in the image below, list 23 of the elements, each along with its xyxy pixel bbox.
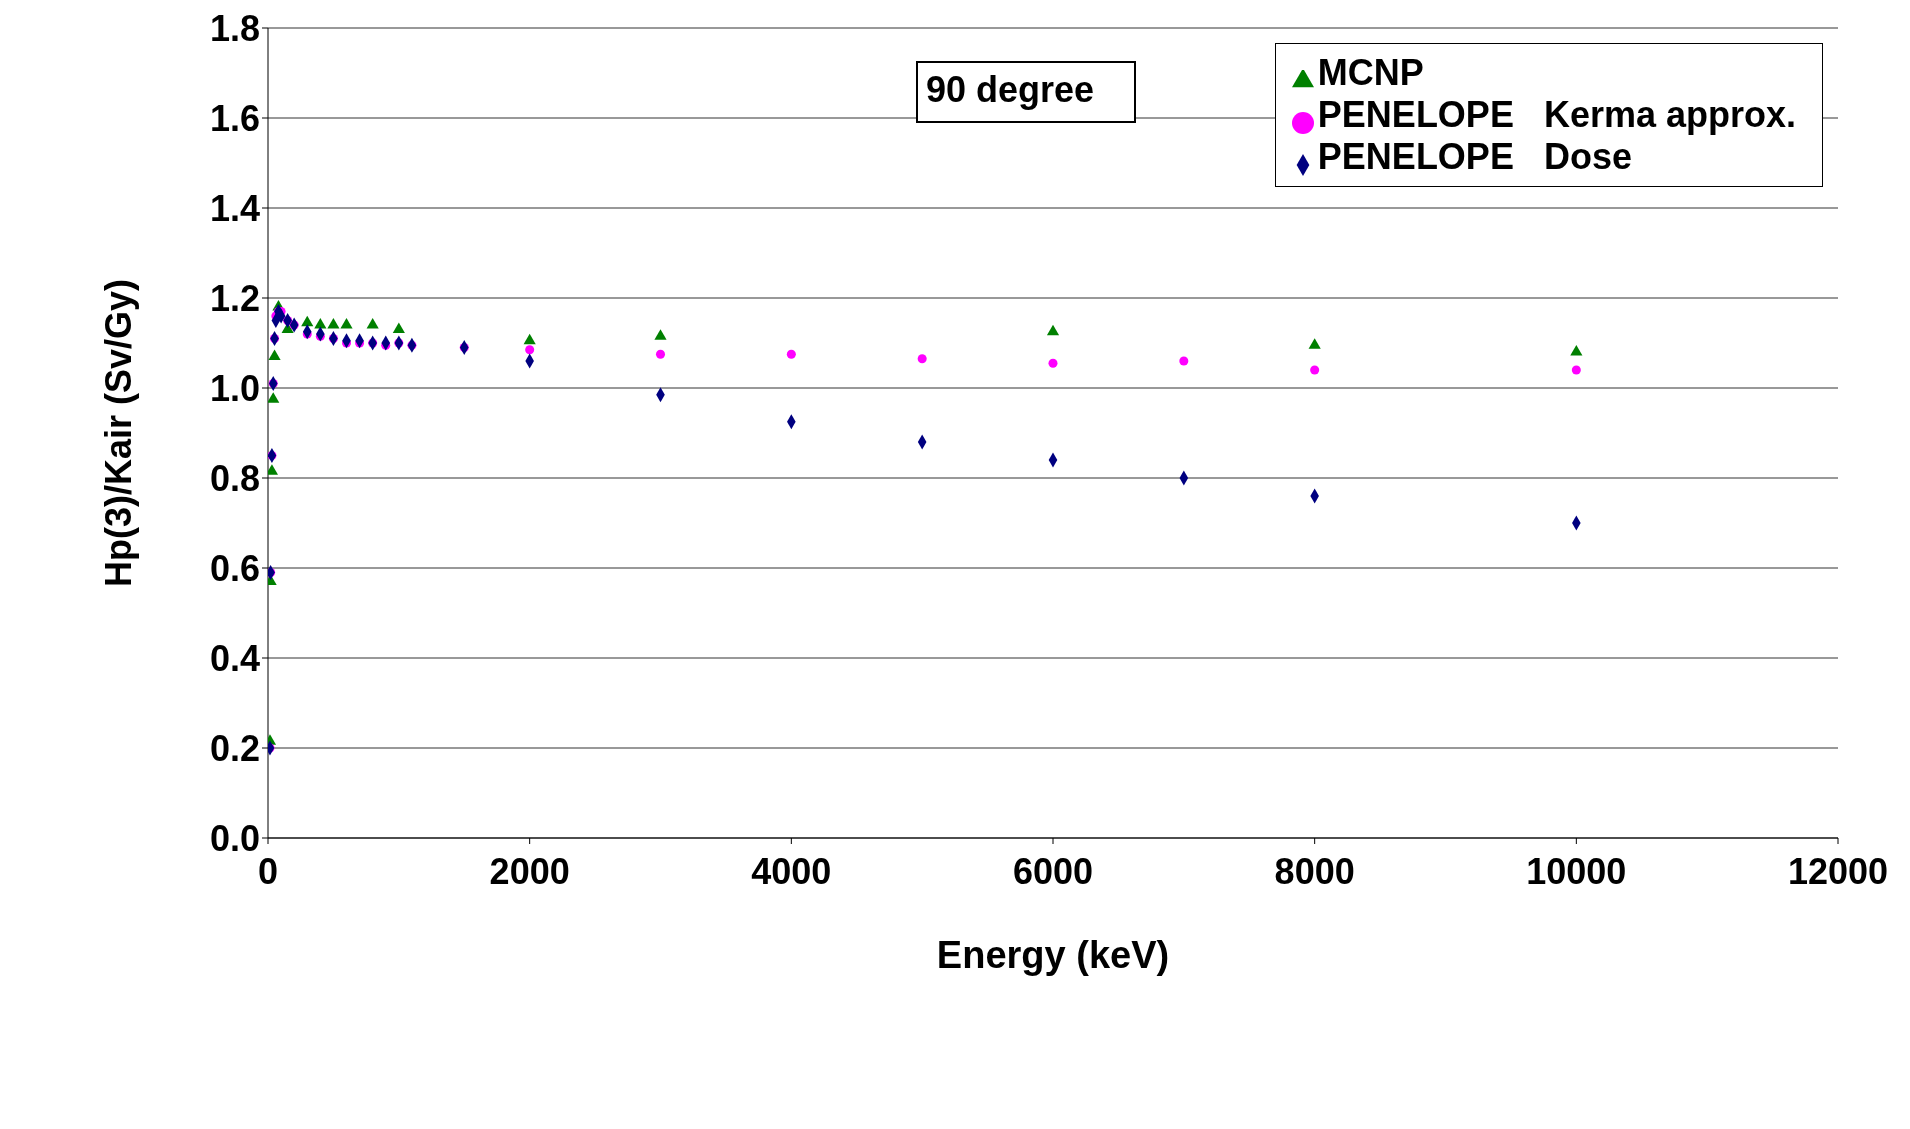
y-tick-label: 1.8 xyxy=(209,7,260,49)
y-tick-label: 1.0 xyxy=(209,367,260,409)
y-tick-label: 0.8 xyxy=(209,457,260,499)
y-tick-label: 0.2 xyxy=(209,727,260,769)
x-tick-label: 6000 xyxy=(1012,850,1094,892)
legend-label: MCNP xyxy=(1317,52,1424,93)
legend-label: PENELOPE Kerma approx. xyxy=(1317,94,1796,135)
legend-label: PENELOPE Dose xyxy=(1317,136,1632,177)
x-tick-label: 0 xyxy=(257,850,279,892)
y-tick-label: 0.4 xyxy=(209,637,260,679)
y-tick-label: 1.4 xyxy=(209,187,260,229)
y-tick-label: 0.6 xyxy=(209,547,260,589)
annotation: 90 degree xyxy=(916,61,1137,123)
y-tick-label: 1.6 xyxy=(209,97,260,139)
x-tick-label: 2000 xyxy=(489,850,570,892)
y-axis-title: Hp(3)/Kair (Sv/Gy) xyxy=(97,278,139,588)
x-axis-title: Energy (keV) xyxy=(936,934,1170,976)
x-tick-label: 10000 xyxy=(1526,850,1627,892)
x-tick-label: 4000 xyxy=(751,850,832,892)
y-tick-label: 0.0 xyxy=(209,817,260,859)
x-tick-label: 12000 xyxy=(1787,850,1889,892)
y-tick-label: 1.2 xyxy=(209,277,260,319)
x-tick-label: 8000 xyxy=(1274,850,1355,892)
